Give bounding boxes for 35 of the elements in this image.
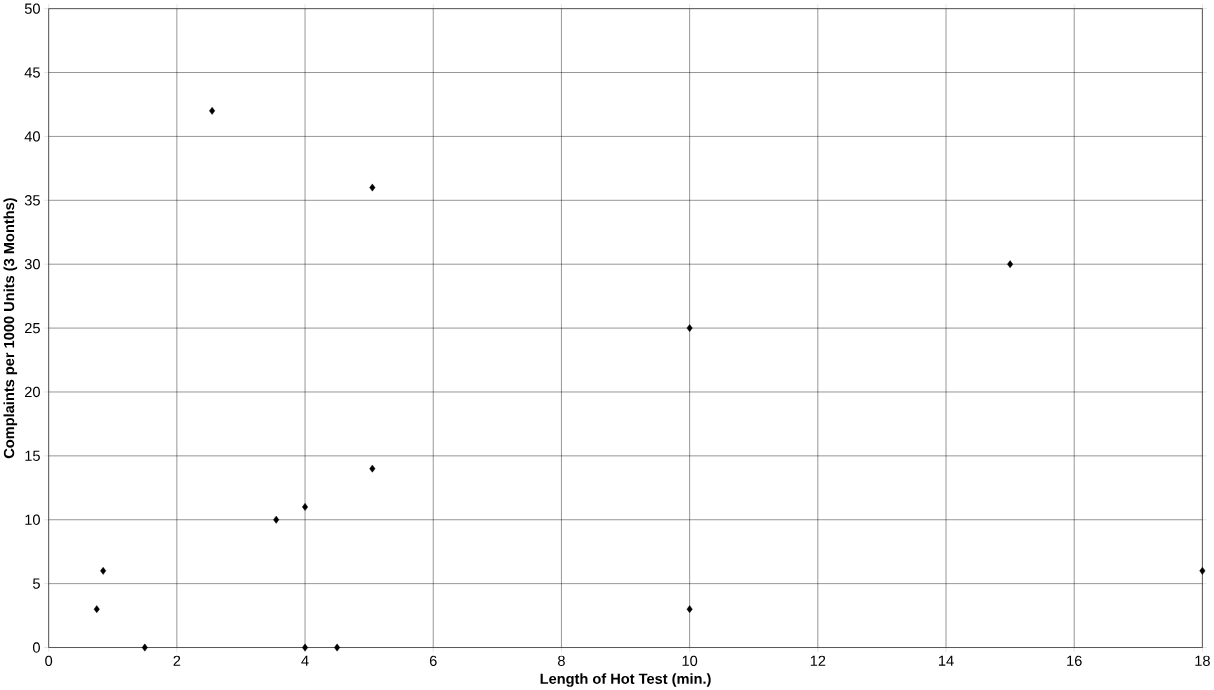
x-tick-label: 16 (1067, 655, 1082, 666)
x-tick-label: 12 (810, 655, 826, 666)
y-tick-label: 25 (25, 322, 40, 334)
point (209, 106, 216, 115)
x-tick-label: 18 (1195, 655, 1210, 666)
point (369, 464, 376, 473)
point (369, 183, 376, 192)
point (100, 566, 107, 575)
y-tick-label: 0 (32, 642, 40, 653)
y-tick-label: 40 (24, 131, 40, 142)
y-tick-label: 20 (25, 386, 40, 397)
y-tick-label: 5 (32, 578, 40, 589)
point (93, 605, 100, 613)
point (273, 515, 280, 524)
x-tick-label: 14 (939, 655, 954, 666)
x-tick-label: 4 (301, 655, 309, 666)
y-axis-title: Complaints per 1000 Units (3 Months) (3, 197, 18, 458)
x-axis-title: Length of Hot Test (min.) (540, 673, 711, 687)
point (686, 605, 693, 613)
point (334, 643, 341, 652)
x-tick-label: 0 (45, 655, 53, 666)
y-tick-label: 15 (25, 450, 40, 461)
x-tick-label: 8 (558, 655, 565, 666)
y-tick-label: 35 (24, 194, 40, 206)
y-tick-label: 10 (25, 514, 40, 525)
point (1199, 566, 1206, 575)
x-tick-label: 6 (429, 655, 437, 666)
y-tick-label: 30 (24, 258, 40, 270)
point (1007, 260, 1014, 268)
point (141, 643, 148, 652)
x-tick-label: 10 (682, 655, 698, 666)
y-tick-label: 45 (24, 67, 40, 78)
point (686, 324, 693, 332)
x-tick-label: 2 (173, 655, 181, 666)
y-tick-label: 50 (24, 3, 40, 14)
